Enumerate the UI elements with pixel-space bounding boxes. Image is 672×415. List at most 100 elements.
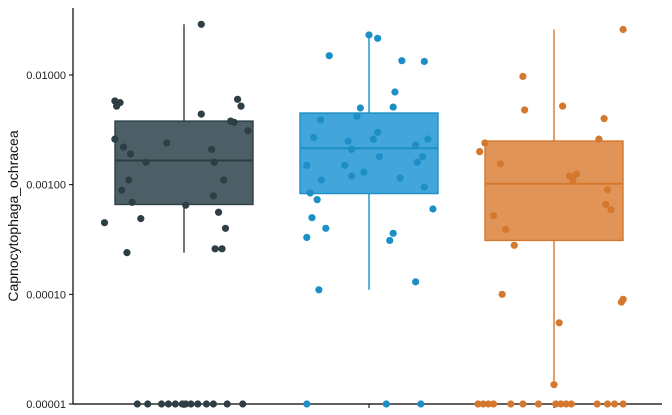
data-point <box>341 161 349 169</box>
data-point <box>595 135 603 143</box>
data-point <box>398 57 406 65</box>
data-point <box>396 174 404 182</box>
data-point <box>559 102 567 110</box>
data-point <box>519 72 527 81</box>
data-point <box>182 201 190 209</box>
data-point <box>310 133 318 141</box>
data-point <box>386 236 394 245</box>
data-point <box>369 135 377 143</box>
data-point <box>325 52 333 60</box>
data-point <box>510 241 518 249</box>
data-point <box>600 115 608 123</box>
data-point <box>389 103 397 111</box>
data-point <box>496 160 505 168</box>
data-point <box>306 189 314 197</box>
data-point <box>603 186 612 194</box>
data-point <box>374 34 382 42</box>
data-point <box>303 161 311 169</box>
data-point <box>221 224 230 232</box>
data-point <box>233 95 242 103</box>
data-point <box>303 233 311 242</box>
data-point <box>521 106 529 114</box>
data-point <box>317 176 326 184</box>
data-point <box>303 400 311 408</box>
data-point <box>555 319 563 327</box>
data-point <box>214 208 223 216</box>
data-point <box>420 57 428 66</box>
data-point <box>144 400 152 408</box>
data-point <box>202 400 211 408</box>
y-tick-label: 0.01000 <box>26 70 66 82</box>
data-point <box>389 229 397 237</box>
data-point <box>125 176 133 184</box>
data-point <box>128 198 136 206</box>
data-point <box>534 400 543 408</box>
data-point <box>308 214 316 222</box>
data-point <box>187 400 195 408</box>
data-point <box>163 139 171 147</box>
data-point <box>194 400 202 408</box>
data-point <box>356 104 364 112</box>
data-point <box>424 135 432 143</box>
data-point <box>157 400 166 408</box>
data-point <box>619 400 627 408</box>
data-point <box>418 153 427 161</box>
data-point <box>111 135 119 143</box>
data-point <box>375 153 383 161</box>
data-point <box>317 116 325 124</box>
data-point <box>474 400 482 408</box>
data-point <box>481 139 489 147</box>
data-point <box>391 88 399 96</box>
data-point <box>171 400 179 408</box>
data-point <box>119 143 128 151</box>
data-point <box>197 110 205 118</box>
data-point <box>489 212 498 220</box>
data-point <box>489 400 498 408</box>
data-point <box>550 381 558 389</box>
data-point <box>239 400 247 408</box>
data-point <box>619 25 627 34</box>
data-point <box>603 400 612 408</box>
data-point <box>116 99 124 107</box>
data-point <box>218 245 226 253</box>
data-point <box>382 400 390 408</box>
data-point <box>569 176 577 184</box>
data-point <box>123 249 131 257</box>
data-point <box>365 31 373 39</box>
y-tick-label: 0.00001 <box>26 399 66 411</box>
data-point <box>208 145 216 153</box>
data-point <box>552 400 560 408</box>
data-point <box>126 150 135 158</box>
box-group-3 <box>474 25 627 408</box>
box <box>114 120 254 206</box>
data-point <box>476 148 484 156</box>
data-point <box>353 112 361 120</box>
data-point <box>562 400 570 408</box>
data-point <box>182 400 190 408</box>
data-point <box>519 400 527 408</box>
data-point <box>617 298 625 306</box>
data-point <box>210 158 218 166</box>
data-point <box>484 400 492 408</box>
data-point <box>209 400 217 408</box>
y-axis: 0.00001 0.00010 0.00100 0.01000 <box>26 8 74 411</box>
data-point <box>557 400 565 408</box>
data-point <box>502 225 510 234</box>
data-point <box>420 183 428 191</box>
data-point <box>100 219 109 227</box>
data-point <box>118 186 126 194</box>
data-point <box>429 205 437 213</box>
box-group-2 <box>299 31 439 408</box>
data-point <box>209 192 217 200</box>
y-axis-title: Capnocytophaga_ochracea <box>5 130 21 301</box>
data-point <box>413 158 421 166</box>
data-point <box>610 400 619 408</box>
data-point <box>322 224 330 232</box>
data-point <box>607 206 615 214</box>
data-point <box>133 400 141 408</box>
data-point <box>374 128 382 136</box>
data-point <box>223 400 231 408</box>
data-point <box>348 145 356 153</box>
data-point <box>360 168 368 176</box>
